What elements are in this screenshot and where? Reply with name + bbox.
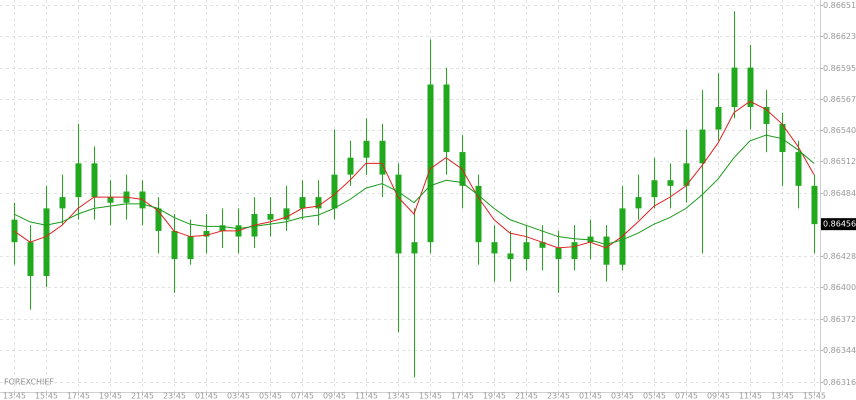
candle-body: [331, 174, 338, 209]
candle-body: [667, 180, 674, 186]
candle-body: [155, 208, 162, 231]
candle-body: [475, 185, 482, 243]
candle-body: [523, 242, 530, 260]
candle-body: [603, 236, 610, 265]
candle-body: [795, 152, 802, 186]
candle-body: [347, 157, 354, 175]
candle-body: [635, 197, 642, 209]
x-tick-label: 15:45: [419, 392, 442, 400]
watermark: FOREXCHIEF: [4, 378, 54, 387]
y-tick-label: 0.86595: [823, 64, 856, 73]
x-tick-label: 09:45: [323, 392, 346, 400]
candle-body: [411, 242, 418, 254]
moving-average-line: [13, 100, 815, 249]
x-tick-label: 13:45: [771, 392, 794, 400]
candle-body: [219, 225, 226, 231]
y-tick-label: 0.86623: [823, 32, 856, 41]
current-price-box: [821, 218, 856, 231]
x-tick-label: 19:45: [99, 392, 122, 400]
candle-body: [171, 230, 178, 260]
y-tick-label: 0.86540: [823, 126, 856, 135]
y-tick-label: 0.86567: [823, 95, 856, 104]
x-tick-label: 01:45: [195, 392, 218, 400]
candle-body: [395, 174, 402, 254]
candle-body: [811, 185, 818, 225]
candle-body: [203, 230, 210, 237]
candle-body: [299, 197, 306, 209]
x-tick-label: 03:45: [611, 392, 634, 400]
x-tick-label: 11:45: [355, 392, 378, 400]
candle-body: [747, 67, 754, 108]
candle-body: [283, 208, 290, 220]
candle-body: [267, 214, 274, 220]
y-tick-label: 0.86484: [823, 189, 856, 198]
candle-body: [555, 247, 562, 260]
y-tick-label: 0.86428: [823, 252, 856, 261]
x-tick-label: 13:45: [3, 392, 26, 400]
x-tick-label: 19:45: [483, 392, 506, 400]
current-price-label: 0.86456: [823, 220, 856, 229]
candle-body: [27, 242, 34, 276]
x-tick-label: 21:45: [131, 392, 154, 400]
x-tick-label: 23:45: [163, 392, 186, 400]
candle-body: [107, 197, 114, 203]
candle-body: [731, 67, 738, 108]
x-tick-label: 09:45: [707, 392, 730, 400]
x-tick-label: 03:45: [227, 392, 250, 400]
candle-body: [59, 197, 66, 209]
x-tick-label: 15:45: [803, 392, 826, 400]
candle-body: [75, 163, 82, 198]
candle-body: [491, 242, 498, 254]
candle-body: [315, 197, 322, 209]
y-tick-label: 0.86400: [823, 283, 856, 292]
candle-body: [443, 84, 450, 153]
x-tick-label: 15:45: [35, 392, 58, 400]
x-tick-label: 07:45: [291, 392, 314, 400]
candle-body: [539, 242, 546, 248]
candle-body: [587, 236, 594, 243]
candle-body: [651, 180, 658, 198]
x-tick-label: 13:45: [387, 392, 410, 400]
x-tick-label: 07:45: [675, 392, 698, 400]
candle-body: [363, 140, 370, 158]
x-tick-label: 21:45: [515, 392, 538, 400]
y-tick-label: 0.86512: [823, 157, 856, 166]
x-tick-label: 17:45: [451, 392, 474, 400]
candle-body: [427, 84, 434, 243]
x-tick-label: 23:45: [547, 392, 570, 400]
candle-body: [715, 107, 722, 130]
y-tick-label: 0.86651: [823, 1, 856, 10]
candle-body: [91, 163, 98, 198]
x-tick-label: 01:45: [579, 392, 602, 400]
candle-body: [187, 236, 194, 260]
candle-body: [779, 123, 786, 153]
x-tick-label: 11:45: [739, 392, 762, 400]
candle-body: [507, 253, 514, 260]
y-tick-label: 0.86316: [823, 378, 856, 387]
x-tick-label: 17:45: [67, 392, 90, 400]
x-tick-label: 05:45: [259, 392, 282, 400]
x-tick-label: 05:45: [643, 392, 666, 400]
candle-body: [683, 163, 690, 186]
candle-body: [43, 208, 50, 276]
y-tick-label: 0.86372: [823, 315, 856, 324]
candle-body: [699, 129, 706, 164]
candle-body: [571, 242, 578, 260]
candle-body: [379, 140, 386, 175]
y-tick-label: 0.86344: [823, 346, 856, 355]
moving-average-line: [13, 134, 815, 245]
candle-body: [763, 107, 770, 124]
